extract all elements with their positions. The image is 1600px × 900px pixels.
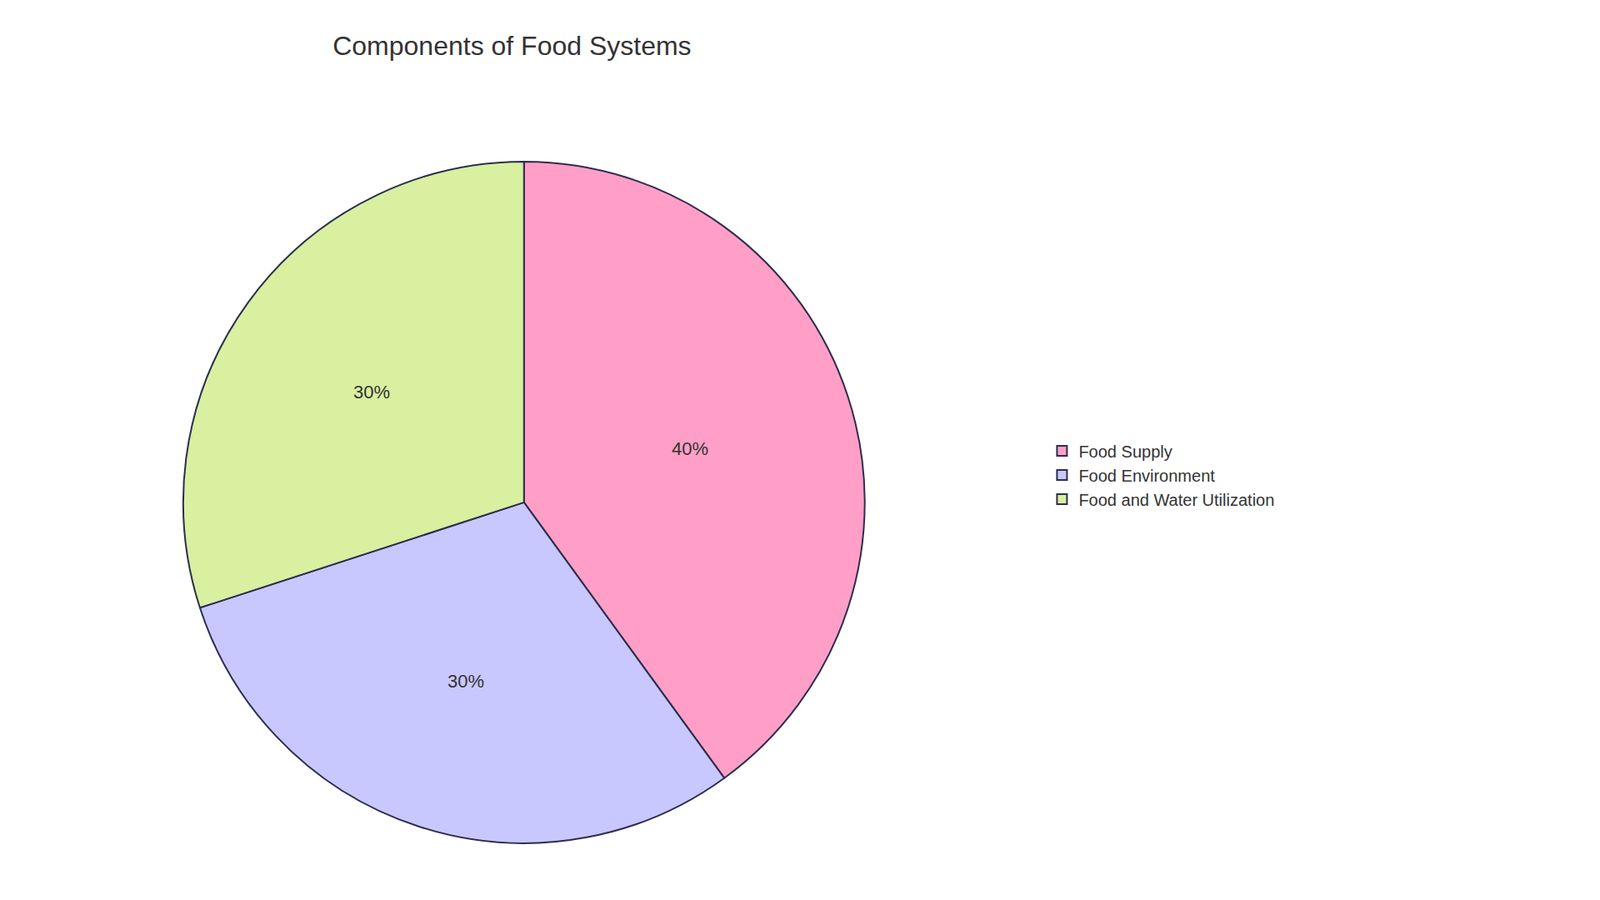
svg-text:Food and Water Utilization: Food and Water Utilization [1078,490,1275,510]
svg-text:40%: 40% [671,438,709,460]
svg-text:30%: 30% [353,381,390,403]
svg-text:Components of Food Systems: Components of Food Systems [332,30,691,61]
svg-text:30%: 30% [447,670,485,692]
svg-text:Food Supply: Food Supply [1078,442,1172,461]
svg-text:Food Environment: Food Environment [1078,466,1215,485]
